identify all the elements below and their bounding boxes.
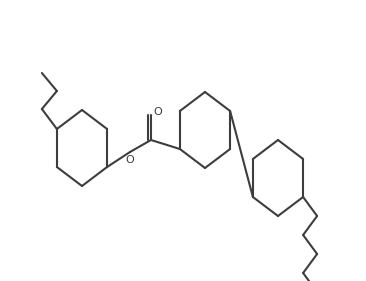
Text: O: O xyxy=(126,155,134,165)
Text: O: O xyxy=(154,107,163,117)
